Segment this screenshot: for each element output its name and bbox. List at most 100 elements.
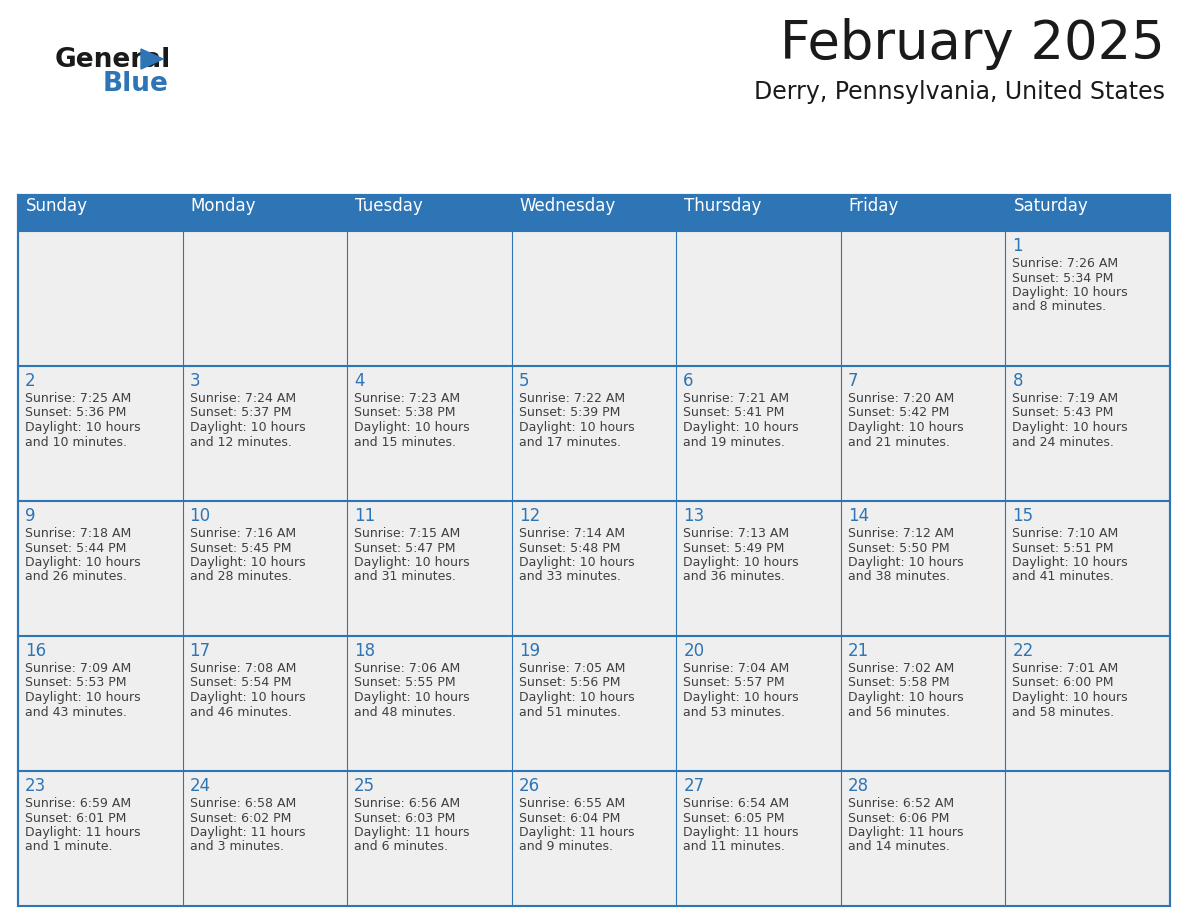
Bar [18,771,183,906]
Text: Sunrise: 7:21 AM: Sunrise: 7:21 AM [683,392,789,405]
Text: 28: 28 [848,777,868,795]
Text: Sunset: 5:47 PM: Sunset: 5:47 PM [354,542,456,554]
Text: and 1 minute.: and 1 minute. [25,841,113,854]
Bar [1005,366,1170,501]
Text: and 58 minutes.: and 58 minutes. [1012,706,1114,719]
Text: 6: 6 [683,372,694,390]
Text: Daylight: 10 hours: Daylight: 10 hours [190,421,305,434]
Text: Monday: Monday [190,197,257,215]
Text: and 28 minutes.: and 28 minutes. [190,570,291,584]
Bar [512,501,676,636]
Text: Sunrise: 7:18 AM: Sunrise: 7:18 AM [25,527,131,540]
Text: Sunrise: 6:56 AM: Sunrise: 6:56 AM [354,797,460,810]
Bar [676,501,841,636]
Text: Sunrise: 7:23 AM: Sunrise: 7:23 AM [354,392,460,405]
Text: 25: 25 [354,777,375,795]
Text: Sunrise: 7:14 AM: Sunrise: 7:14 AM [519,527,625,540]
Text: Derry, Pennsylvania, United States: Derry, Pennsylvania, United States [754,80,1165,104]
Bar [841,771,1005,906]
Text: Daylight: 10 hours: Daylight: 10 hours [683,556,798,569]
Text: and 9 minutes.: and 9 minutes. [519,841,613,854]
Text: Daylight: 11 hours: Daylight: 11 hours [519,826,634,839]
Text: 1: 1 [1012,237,1023,255]
Text: Daylight: 10 hours: Daylight: 10 hours [519,691,634,704]
Bar [841,195,1005,231]
Text: Sunset: 5:45 PM: Sunset: 5:45 PM [190,542,291,554]
Bar [676,195,841,231]
Text: Blue: Blue [103,71,169,97]
Text: Wednesday: Wednesday [519,197,615,215]
Text: Sunrise: 6:52 AM: Sunrise: 6:52 AM [848,797,954,810]
Text: 4: 4 [354,372,365,390]
Text: Sunrise: 7:22 AM: Sunrise: 7:22 AM [519,392,625,405]
Polygon shape [141,49,163,69]
Text: and 48 minutes.: and 48 minutes. [354,706,456,719]
Bar [512,636,676,771]
Text: Daylight: 10 hours: Daylight: 10 hours [190,556,305,569]
Text: and 14 minutes.: and 14 minutes. [848,841,949,854]
Text: Sunset: 5:44 PM: Sunset: 5:44 PM [25,542,126,554]
Bar [183,195,347,231]
Bar [18,501,183,636]
Text: and 6 minutes.: and 6 minutes. [354,841,448,854]
Text: and 26 minutes.: and 26 minutes. [25,570,127,584]
Text: Daylight: 10 hours: Daylight: 10 hours [1012,556,1129,569]
Bar [18,366,183,501]
Text: Daylight: 10 hours: Daylight: 10 hours [848,556,963,569]
Bar [347,366,512,501]
Text: Daylight: 10 hours: Daylight: 10 hours [683,691,798,704]
Text: Sunrise: 7:06 AM: Sunrise: 7:06 AM [354,662,461,675]
Text: Sunrise: 7:19 AM: Sunrise: 7:19 AM [1012,392,1119,405]
Text: 16: 16 [25,642,46,660]
Bar [841,636,1005,771]
Text: Sunrise: 7:04 AM: Sunrise: 7:04 AM [683,662,790,675]
Text: Sunset: 5:43 PM: Sunset: 5:43 PM [1012,407,1114,420]
Bar [183,501,347,636]
Text: Tuesday: Tuesday [355,197,423,215]
Text: 2: 2 [25,372,36,390]
Text: Sunset: 5:58 PM: Sunset: 5:58 PM [848,677,949,689]
Text: 18: 18 [354,642,375,660]
Bar [1005,771,1170,906]
Bar [512,771,676,906]
Text: Sunrise: 7:08 AM: Sunrise: 7:08 AM [190,662,296,675]
Text: 17: 17 [190,642,210,660]
Bar [841,501,1005,636]
Text: February 2025: February 2025 [781,18,1165,70]
Bar [18,636,183,771]
Bar [347,501,512,636]
Text: Sunrise: 7:26 AM: Sunrise: 7:26 AM [1012,257,1119,270]
Text: Sunrise: 7:24 AM: Sunrise: 7:24 AM [190,392,296,405]
Text: Friday: Friday [849,197,899,215]
Text: Sunset: 5:48 PM: Sunset: 5:48 PM [519,542,620,554]
Text: 12: 12 [519,507,541,525]
Text: Sunset: 6:02 PM: Sunset: 6:02 PM [190,812,291,824]
Bar [512,195,676,231]
Text: and 3 minutes.: and 3 minutes. [190,841,284,854]
Bar [183,771,347,906]
Text: General: General [55,47,171,73]
Text: 24: 24 [190,777,210,795]
Text: and 19 minutes.: and 19 minutes. [683,435,785,449]
Text: and 11 minutes.: and 11 minutes. [683,841,785,854]
Text: Sunset: 5:50 PM: Sunset: 5:50 PM [848,542,949,554]
Text: Sunrise: 7:15 AM: Sunrise: 7:15 AM [354,527,461,540]
Bar [1005,195,1170,231]
Bar [1005,231,1170,366]
Bar [676,771,841,906]
Bar [512,231,676,366]
Text: and 10 minutes.: and 10 minutes. [25,435,127,449]
Text: Sunset: 6:00 PM: Sunset: 6:00 PM [1012,677,1114,689]
Text: Sunrise: 7:02 AM: Sunrise: 7:02 AM [848,662,954,675]
Bar [347,771,512,906]
Text: 27: 27 [683,777,704,795]
Text: Daylight: 10 hours: Daylight: 10 hours [519,421,634,434]
Text: Sunset: 5:36 PM: Sunset: 5:36 PM [25,407,126,420]
Text: Sunday: Sunday [26,197,88,215]
Text: Sunrise: 7:10 AM: Sunrise: 7:10 AM [1012,527,1119,540]
Text: Sunset: 5:42 PM: Sunset: 5:42 PM [848,407,949,420]
Text: Sunrise: 7:25 AM: Sunrise: 7:25 AM [25,392,131,405]
Text: Sunset: 6:03 PM: Sunset: 6:03 PM [354,812,455,824]
Bar [347,195,512,231]
Text: Daylight: 10 hours: Daylight: 10 hours [848,691,963,704]
